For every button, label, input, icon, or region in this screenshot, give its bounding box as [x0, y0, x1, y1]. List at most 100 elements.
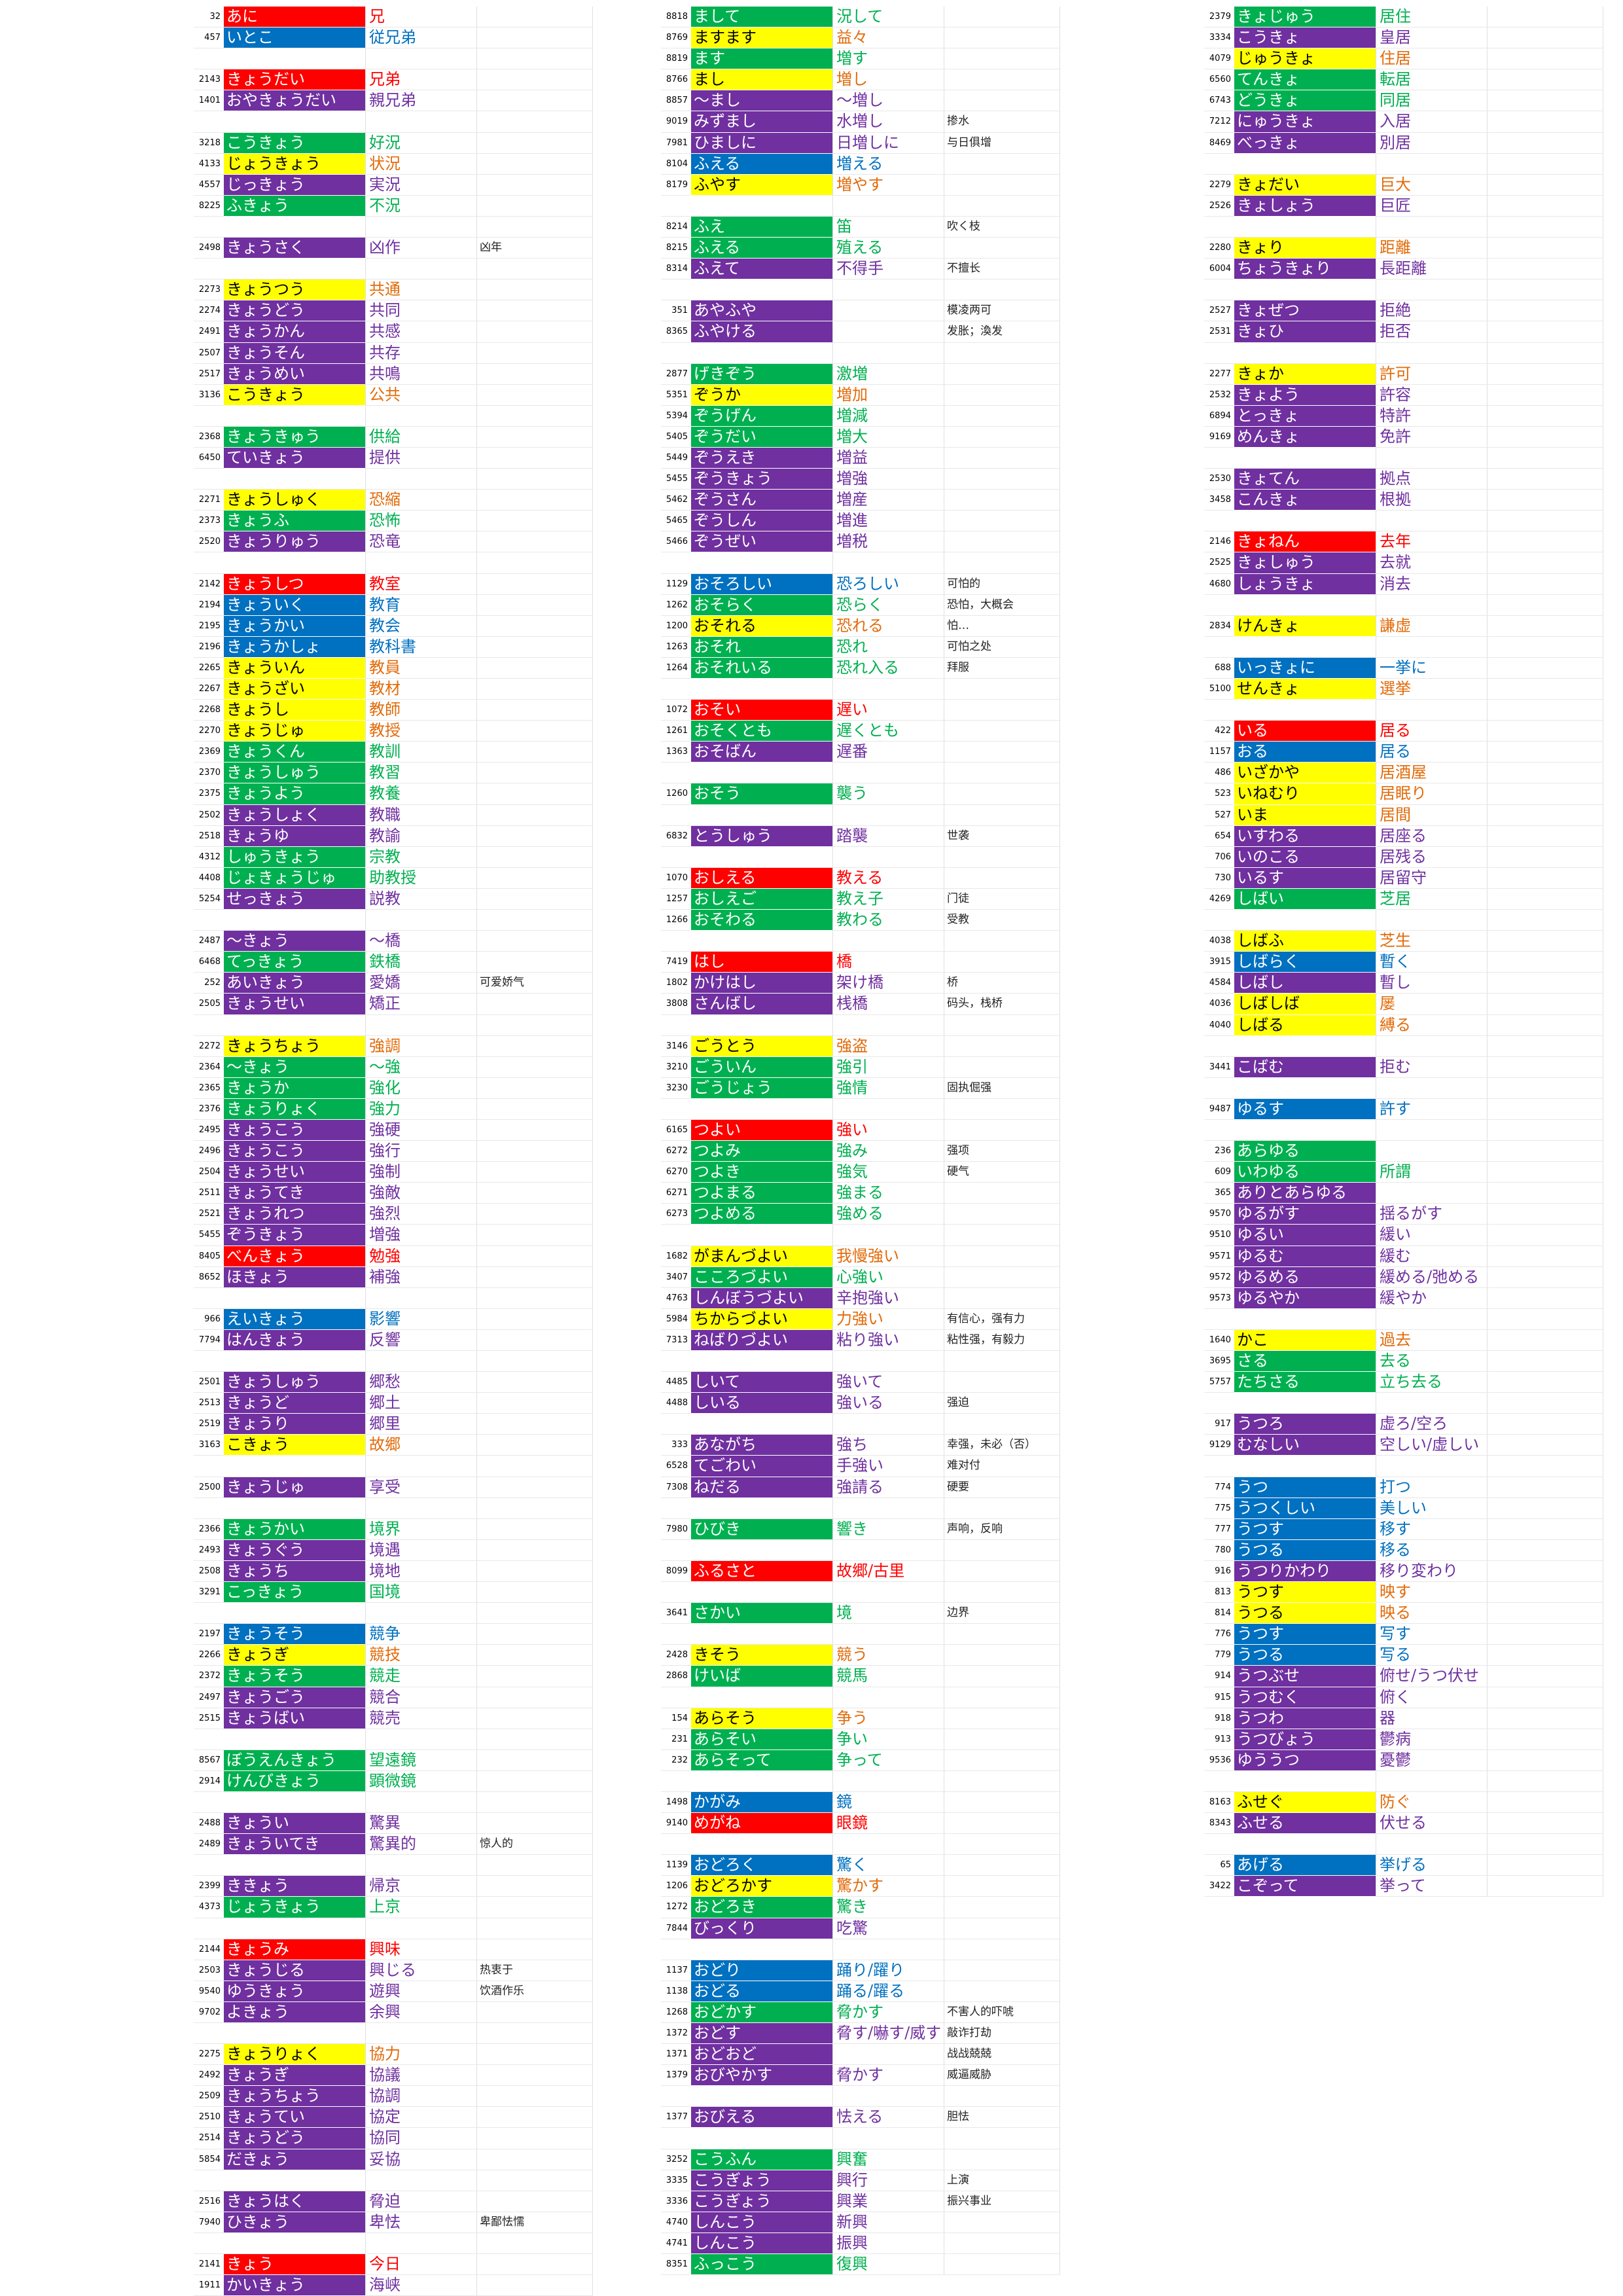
- vocab-row: 916 うつりかわり 移り変わり: [1204, 1560, 1603, 1583]
- vocab-row: 8215 ふえる 殖える: [661, 238, 1060, 259]
- vocab-row: 9169 めんきょ 免許: [1204, 426, 1603, 448]
- kana-reading: きょうこう: [224, 1141, 365, 1162]
- meaning-note: 世袭: [944, 825, 1060, 847]
- kana-reading: [691, 762, 832, 784]
- vocab-row: 8179 ふやす 増やす: [661, 174, 1060, 196]
- entry-number: [194, 406, 224, 427]
- meaning-note: [1487, 552, 1603, 574]
- meaning-note: 恐怕，大概会: [944, 594, 1060, 616]
- meaning-note: [1487, 1456, 1603, 1477]
- kanji-word: [832, 1834, 944, 1856]
- kana-reading: よきょう: [224, 2001, 365, 2023]
- vocab-row: 2508 きょうち 境地: [194, 1560, 593, 1583]
- kanji-word: 教室: [365, 573, 476, 595]
- meaning-note: [1487, 447, 1603, 469]
- entry-number: 1263: [661, 637, 691, 658]
- entry-number: 3641: [661, 1603, 691, 1624]
- entry-number: 2531: [1204, 321, 1234, 343]
- vocab-row: 913 うつびょう 鬱病: [1204, 1729, 1603, 1750]
- entry-number: 65: [1204, 1855, 1234, 1876]
- kanji-word: 強情: [832, 1077, 944, 1099]
- entry-number: 5455: [661, 469, 691, 490]
- vocab-row: 775 うつくしい 美しい: [1204, 1498, 1603, 1519]
- entry-number: 9540: [194, 1981, 224, 2002]
- kanji-word: 去年: [1376, 531, 1487, 553]
- meaning-note: [1487, 511, 1603, 532]
- spacer-row: [1204, 511, 1603, 532]
- meaning-note: [476, 679, 593, 700]
- kanji-word: 拒絶: [1376, 300, 1487, 322]
- kana-reading: めんきょ: [1234, 426, 1376, 448]
- kana-reading: ふえる: [691, 238, 832, 259]
- vocab-row: 2366 きょうかい 境界: [194, 1518, 593, 1540]
- entry-number: [194, 2170, 224, 2191]
- kanji-word: 同居: [1376, 90, 1487, 112]
- entry-number: 1262: [661, 595, 691, 616]
- entry-number: [194, 111, 224, 133]
- kanji-word: 境: [832, 1603, 944, 1624]
- kana-reading: きょうどう: [224, 2128, 365, 2149]
- vocab-row: 2368 きょうきゅう 供給: [194, 426, 593, 448]
- kana-reading: きょうつう: [224, 279, 365, 301]
- kanji-word: 教わる: [832, 910, 944, 931]
- kanji-word: 転居: [1376, 69, 1487, 91]
- vocab-row: 527 いま 居間: [1204, 804, 1603, 826]
- entry-number: 2496: [194, 1141, 224, 1162]
- meaning-note: [476, 1393, 593, 1414]
- meaning-note: [1487, 700, 1603, 721]
- meaning-note: [476, 1624, 593, 1645]
- meaning-note: [1487, 888, 1603, 910]
- vocab-row: 3334 こうきょ 皇居: [1204, 27, 1603, 49]
- kana-reading: [691, 1624, 832, 1645]
- meaning-note: [944, 552, 1060, 574]
- entry-number: [661, 847, 691, 868]
- kanji-word: 脅かす: [832, 2001, 944, 2023]
- meaning-note: [476, 1582, 593, 1604]
- spacer-row: [194, 1456, 593, 1477]
- kanji-word: 助教授: [365, 867, 476, 889]
- kana-reading: しばい: [1234, 888, 1376, 910]
- entry-number: 1157: [1204, 742, 1234, 763]
- kanji-word: [1376, 1119, 1487, 1141]
- kanji-word: 強み: [832, 1141, 944, 1162]
- kanji-word: [832, 1539, 944, 1561]
- vocab-row: 1072 おそい 遅い: [661, 700, 1060, 721]
- kana-reading: ぞうぜい: [691, 531, 832, 553]
- kana-reading: [224, 552, 365, 574]
- kanji-word: 強硬: [365, 1119, 476, 1141]
- kana-reading: おびえる: [691, 2107, 832, 2128]
- vocab-row: 2517 きょうめい 共鳴: [194, 363, 593, 385]
- kana-reading: きょか: [1234, 363, 1376, 385]
- kanji-word: [365, 1498, 476, 1519]
- vocab-row: 4036 しばしば屡: [1204, 994, 1603, 1015]
- kanji-word: 去る: [1376, 1351, 1487, 1372]
- vocab-row: 6271 つよまる 強まる: [661, 1183, 1060, 1204]
- entry-number: 2194: [194, 595, 224, 616]
- kana-reading: ぞうげん: [691, 405, 832, 427]
- meaning-note: [476, 2170, 593, 2191]
- kana-reading: みずまし: [691, 111, 832, 133]
- kana-reading: ぞうだい: [691, 426, 832, 448]
- vocab-row: 3695 さる 去る: [1204, 1351, 1603, 1372]
- entry-number: 2518: [194, 826, 224, 847]
- meaning-note: 敲诈打劫: [944, 2023, 1060, 2045]
- kanji-word: 境遇: [365, 1539, 476, 1561]
- spacer-row: [194, 1603, 593, 1624]
- spacer-row: [194, 1918, 593, 1939]
- vocab-row: 5466 ぞうぜい 増税: [661, 531, 1060, 553]
- spacer-row: [661, 1624, 1060, 1645]
- entry-number: 236: [1204, 1141, 1234, 1162]
- kanji-word: [1376, 1077, 1487, 1099]
- vocab-row: 4312 しゅうきょう 宗教: [194, 846, 593, 868]
- meaning-note: [476, 132, 593, 154]
- entry-number: 8104: [661, 154, 691, 175]
- entry-number: 5757: [1204, 1372, 1234, 1393]
- kana-reading: あらそって: [691, 1749, 832, 1771]
- vocab-row: 6894 とっきょ 特許: [1204, 405, 1603, 427]
- kanji-word: 共鳴: [365, 363, 476, 385]
- vocab-row: 2275 きょうりょく 協力: [194, 2044, 593, 2066]
- kanji-word: [365, 1603, 476, 1624]
- entry-number: 4040: [1204, 1015, 1234, 1036]
- kana-reading: [691, 196, 832, 217]
- meaning-note: [1487, 573, 1603, 595]
